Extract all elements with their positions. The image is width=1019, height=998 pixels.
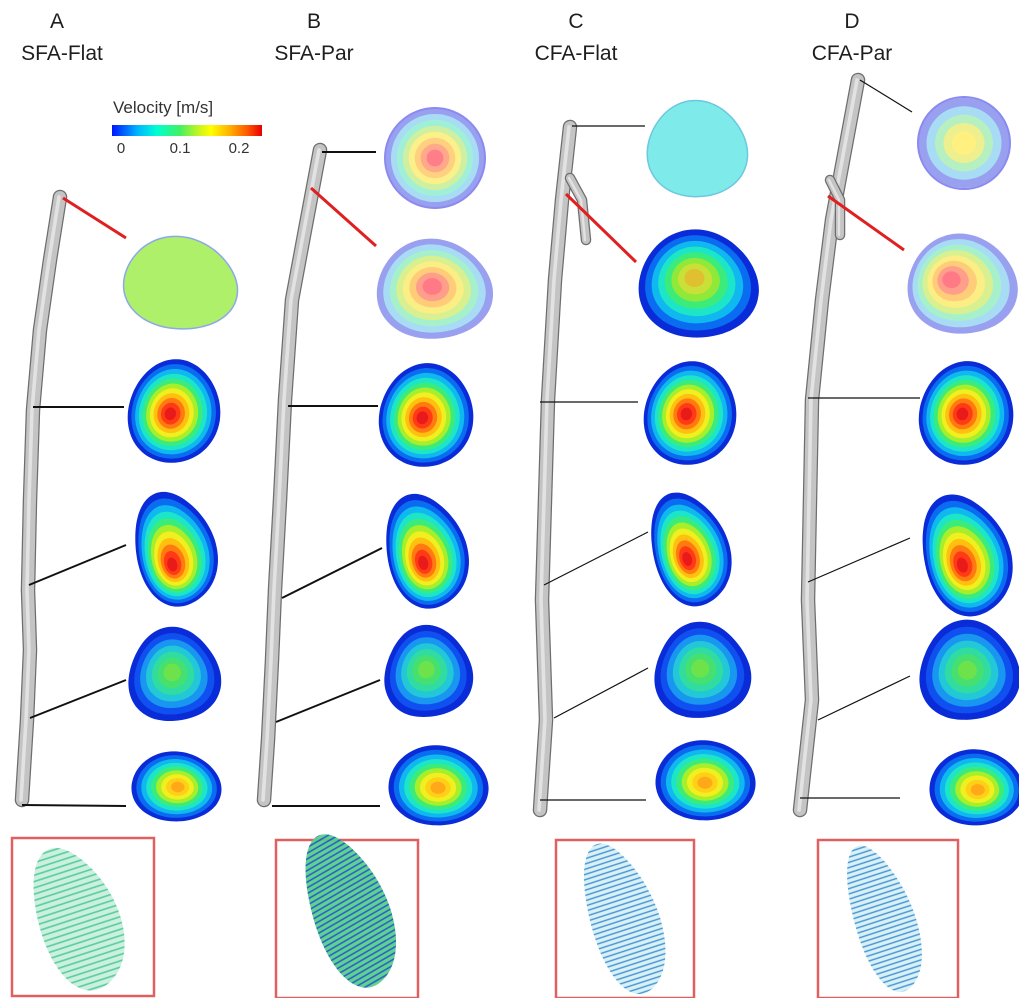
- section-a-2-ring-10: [167, 557, 178, 572]
- legend-title: Velocity [m/s]: [113, 98, 214, 117]
- leader-b-inlet: [310, 186, 377, 248]
- inset-d-vectors: [847, 845, 922, 992]
- section-a-inlet: [122, 235, 239, 330]
- section-a-3-ring-6: [163, 663, 181, 682]
- legend-tick-2: 0.2: [228, 140, 250, 157]
- section-d-inlet-ring-7: [942, 271, 961, 289]
- vessel-d-branch-highlight: [827, 178, 841, 237]
- section-c-inlet-ring-7: [684, 268, 705, 287]
- panel-a-title: SFA-Flat: [21, 42, 103, 65]
- vessel-b: [258, 144, 326, 806]
- leader-c-2: [543, 531, 649, 586]
- leader-d-2: [807, 537, 911, 583]
- section-d-4-ring-8: [970, 784, 985, 796]
- section-d-3-ring-6: [957, 660, 977, 680]
- section-a-4-ring-8: [171, 781, 185, 793]
- panel-b-letter: B: [306, 10, 321, 33]
- vessel-b-highlight: [261, 148, 321, 802]
- section-d-1-ring-10: [956, 407, 969, 421]
- panel-d-letter: D: [844, 10, 860, 33]
- vessel-a-highlight: [19, 195, 61, 802]
- section-c-2-ring-10: [682, 552, 693, 566]
- section-c-4-ring-8: [697, 776, 713, 789]
- section-c-1-ring-10: [680, 407, 692, 421]
- leader-a-2: [28, 544, 127, 586]
- section-d-top-rim: [917, 96, 1011, 190]
- leader-b-2: [281, 547, 383, 599]
- legend-tick-1: 0.1: [169, 140, 191, 157]
- inset-c-vectors: [583, 843, 666, 994]
- section-d-top-ring-4: [952, 131, 976, 155]
- section-b-top-rim: [384, 107, 486, 209]
- leader-c-3: [553, 667, 649, 719]
- panel-a-letter: A: [49, 10, 64, 33]
- section-d-2-ring-10: [956, 557, 968, 573]
- leader-b-3: [275, 679, 381, 723]
- vessel-c-branch-highlight: [567, 176, 587, 242]
- leader-d-inlet: [827, 194, 905, 252]
- leader-d-top: [859, 79, 913, 113]
- vessel-d-highlight: [797, 78, 859, 812]
- leader-a-4: [21, 804, 127, 807]
- section-b-top-ring-7: [426, 149, 444, 167]
- inset-b-vectors: [305, 834, 397, 988]
- section-a-1-ring-10: [164, 407, 176, 421]
- panel-d-title: CFA-Par: [811, 42, 893, 65]
- panel-b-title: SFA-Par: [274, 42, 354, 65]
- panel-c-title: CFA-Flat: [534, 42, 618, 65]
- section-b-1-ring-10: [416, 411, 429, 425]
- inset-a-vectors: [33, 847, 125, 991]
- leader-c-inlet: [564, 192, 638, 264]
- legend-tick-0: 0: [116, 140, 126, 157]
- leader-a-inlet: [62, 196, 127, 240]
- section-b-2-ring-10: [418, 555, 429, 570]
- section-b-3-ring-6: [418, 660, 435, 679]
- section-b-4-ring-8: [430, 781, 446, 794]
- leader-d-3: [817, 675, 911, 721]
- section-c-3-ring-6: [691, 659, 710, 678]
- panel-c-letter: C: [568, 10, 584, 33]
- legend-colorbar: [112, 125, 262, 136]
- section-c-top: [646, 99, 749, 198]
- section-b-inlet-ring-7: [422, 278, 442, 295]
- vessel-c-highlight: [537, 125, 571, 812]
- leader-a-3: [29, 679, 127, 719]
